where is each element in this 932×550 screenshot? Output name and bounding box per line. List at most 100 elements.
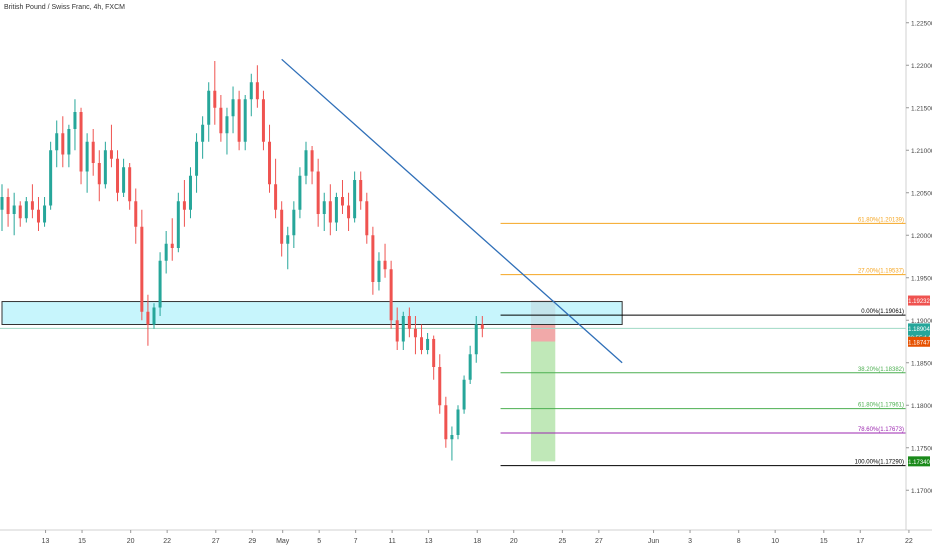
candle-body (219, 107, 223, 134)
price-tick-label: 1.18500 (911, 360, 932, 367)
candle-body (152, 307, 156, 325)
price-label-text: 1.17340 (908, 460, 930, 466)
time-tick-label: 29 (248, 538, 256, 545)
candle-body (450, 435, 454, 440)
candle-body (243, 99, 247, 142)
price-label-text: 1.18747 (908, 340, 930, 346)
candle-body (116, 158, 120, 193)
price-tick-label: 1.19000 (911, 318, 932, 325)
fib-level-label: 0.00%(1.19061) (861, 309, 904, 315)
candle-body (67, 129, 71, 155)
candle-body (109, 150, 113, 159)
time-tick-label: 22 (163, 538, 171, 545)
candle-body (249, 82, 253, 100)
candle-body (444, 405, 448, 440)
candle-body (268, 141, 272, 185)
candle-body (438, 367, 442, 406)
candle-body (255, 82, 259, 100)
price-tick-label: 1.18000 (911, 403, 932, 410)
price-tick-label: 1.21000 (911, 148, 932, 155)
candle-body (304, 150, 308, 176)
time-tick-label: 20 (127, 538, 135, 545)
candle-body (456, 409, 460, 435)
time-tick-label: 10 (771, 538, 779, 545)
candle-body (85, 141, 89, 172)
candle-body (340, 197, 344, 206)
price-label-box (908, 456, 930, 467)
time-axis[interactable]: 13 15 20 22 27 29 May 5 7 11 13 18 20 25 27 Jun 3 8 10 15 17… (42, 530, 913, 545)
price-label-text: 1.19232 (908, 299, 930, 305)
candle-body (122, 167, 126, 193)
time-tick-label: 11 (388, 538, 395, 545)
candle-body (12, 205, 16, 214)
price-tick-label: 1.22500 (911, 20, 932, 27)
time-tick-label: 17 (856, 538, 864, 545)
candle-body (140, 226, 144, 312)
candle-body (377, 260, 381, 282)
candle-body (389, 269, 393, 321)
time-tick-label: 15 (78, 538, 86, 545)
fib-level-label: 38.20%(1.18382) (858, 367, 904, 373)
trendline-line[interactable] (281, 58, 623, 364)
candle-body (36, 209, 40, 223)
price-tick-label: 1.19500 (911, 275, 932, 282)
candle-body (134, 201, 138, 227)
candle-body (261, 99, 265, 142)
candle-body (395, 320, 399, 342)
candle-body (359, 180, 363, 202)
fib-level-label: 78.60%(1.17673) (858, 427, 904, 433)
candle-body (73, 112, 77, 129)
candle-body (213, 90, 217, 108)
fibonacci-levels[interactable]: 61.80%(1.20139) 27.00%(1.19537) 0.00%(1.19… (500, 217, 906, 467)
price-tick-label: 1.21500 (911, 105, 932, 112)
candle-body (310, 150, 314, 172)
time-tick-label: 15 (820, 538, 828, 545)
time-tick-label: 25 (558, 538, 566, 545)
candle-body (43, 205, 47, 223)
candle-body (292, 209, 296, 236)
candle-body (480, 324, 484, 329)
zone-rectangle[interactable] (1, 301, 623, 325)
fib-level-label: 61.80%(1.20139) (858, 217, 904, 223)
take-profit-zone[interactable] (530, 341, 556, 462)
time-tick-label: 18 (473, 538, 481, 545)
candle-body (334, 197, 338, 223)
time-tick-label: 8 (737, 538, 741, 545)
trendline[interactable] (281, 58, 623, 364)
candle-body (49, 150, 53, 206)
candle-body (316, 171, 320, 214)
candle-body (383, 260, 387, 270)
candle-body (201, 124, 205, 142)
candle-body (407, 316, 411, 329)
time-tick-label: 7 (354, 538, 358, 545)
candle-body (164, 243, 168, 261)
price-axis[interactable]: 1.22500 1.22000 1.21500 1.21000 1.20500 1.200… (906, 20, 932, 495)
candle-body (237, 99, 241, 142)
candle-body (30, 201, 34, 210)
candle-body (468, 354, 472, 380)
fib-level-label: 27.00%(1.19537) (858, 269, 904, 275)
candle-body (188, 175, 192, 210)
candle-body (286, 235, 290, 244)
time-tick-label: 20 (510, 538, 518, 545)
candle-body (420, 337, 424, 350)
candle-body (298, 175, 302, 210)
support-resistance-zone[interactable] (0, 301, 906, 329)
time-tick-label: 22 (905, 538, 913, 545)
price-tick-label: 1.22000 (911, 63, 932, 70)
candle-body (97, 163, 101, 185)
candle-body (225, 116, 229, 134)
candle-body (18, 205, 22, 219)
candle-body (146, 311, 150, 325)
time-tick-label: 27 (595, 538, 603, 545)
candle-body (176, 201, 180, 248)
candle-body (401, 316, 405, 342)
candle-body (365, 201, 369, 236)
time-tick-label: 5 (317, 538, 321, 545)
candle-body (182, 201, 186, 210)
time-tick-label: Jun (648, 538, 659, 545)
price-tick-label: 1.20500 (911, 190, 932, 197)
time-tick-label: 13 (42, 538, 50, 545)
